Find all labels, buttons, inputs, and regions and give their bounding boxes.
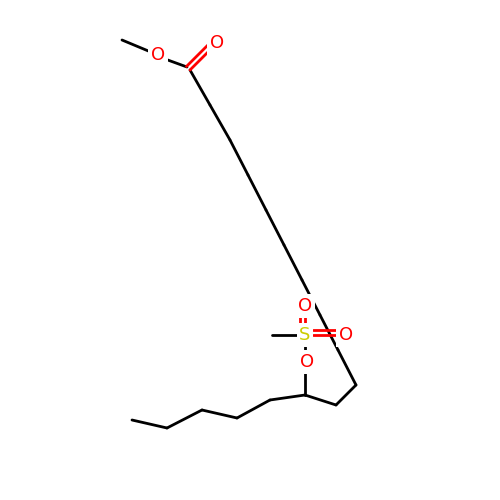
Text: O: O [210, 34, 224, 52]
Text: O: O [298, 297, 312, 315]
Text: O: O [339, 326, 353, 344]
Text: O: O [300, 353, 314, 371]
Text: O: O [151, 46, 165, 64]
Text: S: S [300, 326, 310, 344]
